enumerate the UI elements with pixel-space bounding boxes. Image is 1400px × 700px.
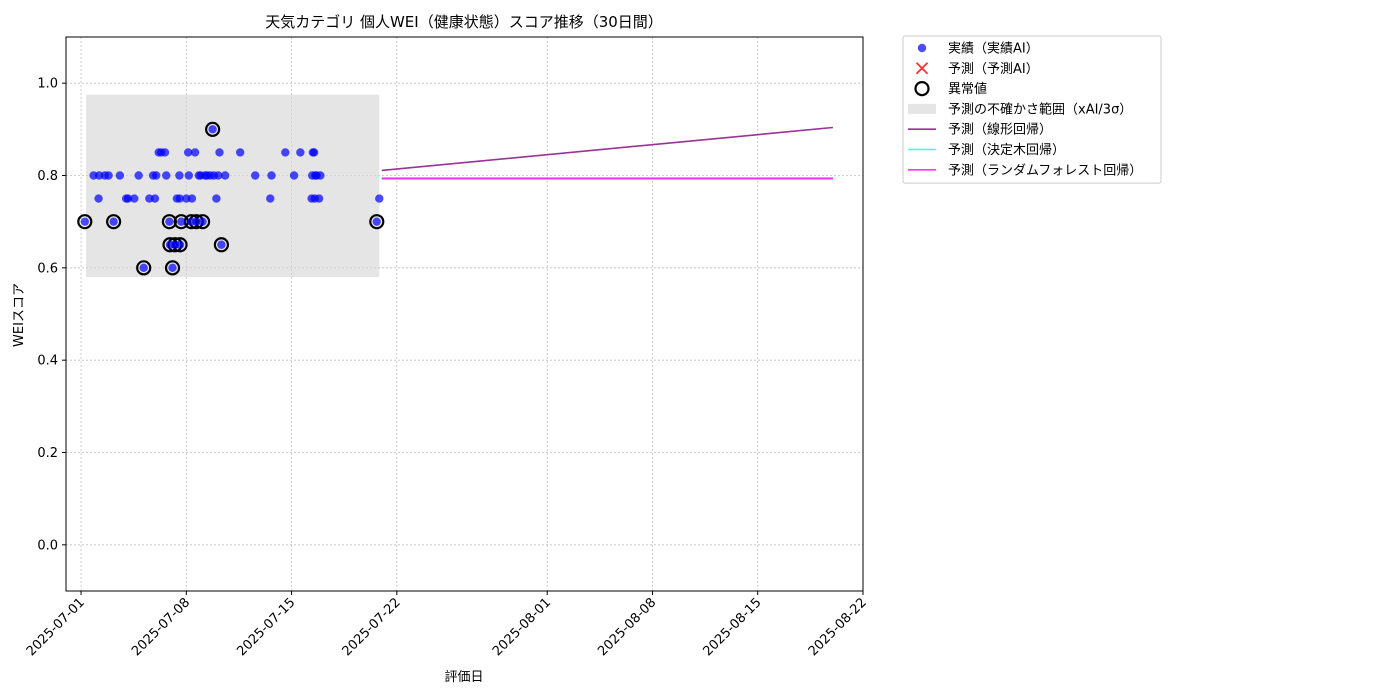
actual-point — [296, 148, 305, 157]
actual-point — [109, 217, 118, 226]
chart-title: 天気カテゴリ 個人WEI（健康状態）スコア推移（30日間） — [265, 13, 663, 31]
actual-point — [208, 125, 217, 134]
actual-points — [80, 125, 384, 273]
legend-swatch-patch — [908, 103, 936, 114]
legend-frame — [902, 35, 1162, 184]
actual-point — [94, 194, 103, 203]
legend-label: 実績（実績AI） — [948, 41, 1039, 57]
x-tick-label: 2025-07-15 — [234, 595, 298, 659]
actual-point — [104, 171, 113, 180]
outlier-marker — [77, 214, 93, 230]
actual-point — [134, 171, 143, 180]
x-tick-label: 2025-07-08 — [129, 595, 193, 659]
y-tick-label: 0.2 — [37, 446, 58, 461]
actual-point — [220, 171, 230, 180]
y-axis-label: WEIスコア — [12, 283, 27, 347]
actual-point — [177, 217, 186, 226]
actual-point — [168, 263, 177, 273]
legend-label: 予測（決定木回帰） — [948, 142, 1065, 158]
x-axis-label: 評価日 — [444, 670, 483, 685]
x-tick-label: 2025-08-08 — [595, 595, 659, 659]
x-tick-label: 2025-07-22 — [340, 595, 404, 659]
actual-point — [198, 217, 207, 226]
actual-point — [190, 148, 200, 157]
outlier-marker — [205, 121, 221, 137]
actual-point — [251, 171, 260, 180]
actual-point — [192, 217, 201, 226]
actual-point — [316, 171, 325, 180]
actual-point — [152, 171, 161, 180]
actual-point — [123, 194, 133, 203]
actual-point — [266, 194, 275, 203]
x-tick-label: 2025-08-01 — [490, 595, 554, 659]
actual-point — [139, 263, 148, 273]
legend-label: 予測（予測AI） — [948, 62, 1039, 77]
actual-point — [187, 194, 197, 203]
actual-point — [217, 240, 226, 249]
actual-point — [150, 194, 160, 203]
legend-swatch-x — [915, 62, 929, 75]
actual-point — [289, 171, 299, 180]
x-axis-ticks: 2025-07-01 2025-07-08 2025-07-15 2025-07-22… — [24, 591, 870, 659]
actual-point — [115, 171, 125, 180]
outlier-marker — [106, 214, 122, 230]
actual-point — [130, 194, 139, 203]
plot-frame — [65, 36, 864, 592]
actual-point — [184, 171, 194, 180]
actual-point — [212, 194, 221, 203]
legend-label: 予測（ランダムフォレスト回帰） — [948, 162, 1142, 178]
prediction-lines — [381, 126, 834, 180]
actual-point — [314, 194, 324, 203]
y-tick-label: 1.0 — [37, 77, 58, 92]
actual-point — [175, 194, 184, 203]
outlier-marker — [136, 260, 152, 276]
legend-label: 異常値 — [948, 81, 987, 97]
y-tick-label: 0.4 — [37, 354, 58, 369]
actual-point — [165, 217, 174, 226]
outlier-marker — [213, 237, 229, 253]
outlier-marker — [164, 260, 181, 276]
actual-point — [162, 171, 171, 180]
y-tick-label: 0.6 — [37, 261, 58, 276]
legend-label: 予測（線形回帰） — [948, 122, 1052, 138]
outlier-marker — [369, 214, 385, 230]
legend-swatch-ring — [914, 80, 930, 97]
plot-area: 2025-07-01 2025-07-08 2025-07-15 2025-07-22… — [24, 36, 870, 659]
actual-point — [309, 148, 319, 157]
actual-point — [175, 240, 185, 249]
actual-point — [160, 148, 170, 157]
x-tick-label: 2025-07-01 — [24, 595, 88, 659]
actual-point — [375, 194, 384, 203]
prediction-line — [381, 126, 834, 172]
actual-point — [281, 148, 290, 157]
x-tick-label: 2025-08-22 — [806, 595, 870, 659]
actual-point — [183, 148, 193, 157]
actual-point — [214, 171, 223, 180]
legend-label: 予測の不確かさ範囲（xAI/3σ） — [948, 101, 1132, 117]
actual-point — [175, 171, 184, 180]
actual-point — [235, 148, 245, 157]
x-tick-label: 2025-08-15 — [701, 595, 765, 659]
actual-point — [372, 217, 381, 226]
actual-point — [80, 217, 89, 226]
actual-point — [215, 148, 224, 157]
uncertainty-band — [86, 94, 380, 278]
legend-swatch-dot — [917, 43, 927, 53]
y-axis-ticks: 0.0 0.2 0.4 0.6 0.8 1.0 — [37, 77, 66, 553]
y-tick-label: 0.0 — [37, 538, 58, 553]
y-tick-label: 0.8 — [37, 169, 58, 184]
actual-point — [267, 171, 276, 180]
uncertainty-band-layer — [86, 94, 380, 278]
